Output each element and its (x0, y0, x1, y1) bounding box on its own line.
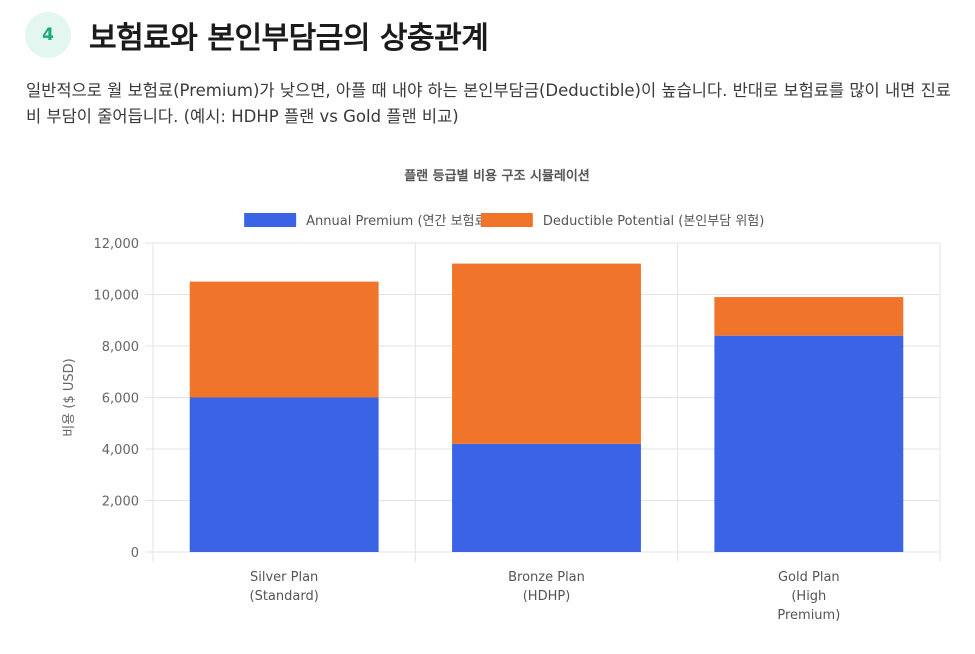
step-number-badge: 4 (25, 12, 71, 58)
y-tick-label: 10,000 (94, 289, 140, 304)
legend-swatch (244, 213, 297, 227)
y-tick-label: 4,000 (102, 443, 139, 458)
chart-legend: Annual Premium (연간 보험료) Deductible Potent… (244, 213, 764, 229)
x-tick-label-line: (High (791, 589, 826, 604)
section-title: 보험료와 본인부담금의 상충관계 (89, 21, 489, 56)
x-tick-label: Bronze Plan (HDHP) (508, 570, 585, 604)
x-tick-label-line: (Standard) (250, 589, 319, 604)
bar-segment (714, 335, 904, 552)
y-tick-label: 0 (131, 546, 139, 561)
x-tick-label-line: Premium) (777, 608, 840, 623)
x-tick-label-line: Gold Plan (778, 570, 840, 585)
x-tick-label: Gold Plan (High Premium) (777, 570, 840, 623)
legend-label: Deductible Potential (본인부담 위험) (543, 214, 764, 229)
bar-segment (452, 443, 641, 552)
x-tick-label-line: Silver Plan (250, 570, 318, 585)
section-description: 일반적으로 월 보험료(Premium)가 낮으면, 아플 때 내야 하는 본인… (26, 81, 951, 126)
bar-segment (189, 397, 379, 552)
x-tick-label: Silver Plan (Standard) (250, 570, 319, 604)
y-tick-label: 12,000 (94, 237, 140, 252)
y-tick-label: 8,000 (102, 340, 139, 355)
y-axis-label: 비용 ($ USD) (62, 358, 77, 436)
x-tick-label-line: Bronze Plan (508, 570, 585, 585)
bar-segment (189, 281, 379, 398)
x-tick-label-line: (HDHP) (523, 589, 571, 604)
chart-axes: 0 2,000 4,000 6,000 8,000 10,000 12,000 Silver … (62, 237, 840, 623)
bar-segment (452, 263, 641, 444)
legend-label: Annual Premium (연간 보험료) (306, 214, 491, 229)
y-tick-label: 2,000 (102, 495, 139, 510)
section-header: 4 보험료와 본인부담금의 상충관계 (25, 12, 489, 58)
legend-swatch (480, 213, 533, 227)
bar-segment (714, 297, 904, 336)
chart-bars (189, 263, 904, 552)
chart-title: 플랜 등급별 비용 구조 시뮬레이션 (404, 168, 590, 184)
y-tick-label: 6,000 (102, 392, 139, 407)
